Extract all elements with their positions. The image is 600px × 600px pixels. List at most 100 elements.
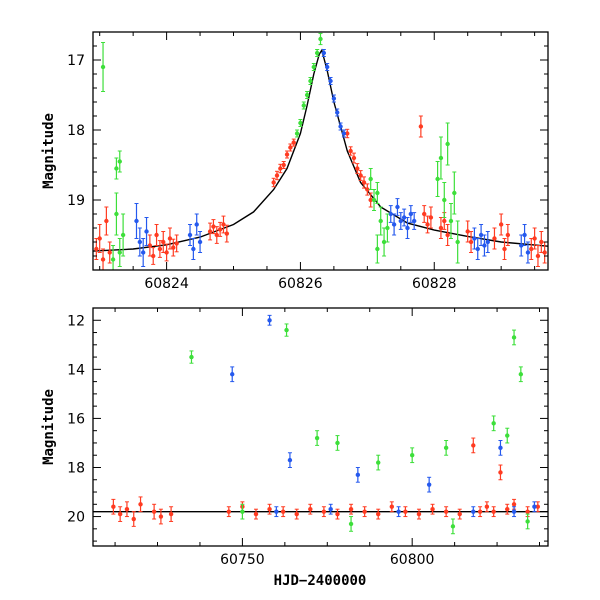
top-y-axis-label: Magnitude [41, 113, 57, 189]
top-data-point [207, 222, 213, 241]
top-data-point [438, 136, 444, 180]
top-data-point [358, 170, 363, 181]
top-data-point [174, 234, 179, 253]
top-data-point [345, 128, 350, 139]
top-plot-area [93, 32, 548, 270]
bottom-red-series [111, 437, 541, 527]
top-blue-series [134, 49, 531, 267]
bottom-data-point [168, 506, 174, 522]
top-data-point [171, 238, 176, 257]
bottom-data-point [284, 323, 289, 337]
bottom-y-tick-label: 20 [67, 510, 85, 526]
top-data-point [335, 108, 340, 117]
top-data-point [448, 203, 454, 239]
top-data-point [140, 238, 146, 267]
top-data-point [482, 234, 487, 257]
bottom-plot-frame [92, 307, 549, 547]
top-data-point [411, 212, 417, 230]
bottom-data-point [138, 496, 143, 513]
top-data-point [164, 243, 169, 262]
top-data-point [314, 49, 320, 57]
top-data-point [197, 231, 203, 253]
top-data-point [438, 217, 444, 239]
top-data-point [104, 206, 109, 236]
top-data-point [157, 240, 163, 258]
top-panel: 60824 60826 60828 17 18 19 Magnitude [41, 31, 549, 292]
top-data-point [301, 101, 306, 110]
top-y-tick-label: 18 [67, 123, 85, 139]
top-data-point [151, 247, 156, 265]
top-data-point [298, 119, 303, 127]
bottom-data-point [505, 427, 510, 444]
bottom-data-point [230, 366, 235, 383]
bottom-data-point [443, 439, 449, 456]
bottom-y-tick-label: 18 [67, 460, 85, 476]
bottom-data-point [111, 498, 116, 515]
top-data-point [465, 220, 470, 243]
top-data-point [502, 238, 507, 260]
bottom-data-point [511, 506, 517, 518]
bottom-data-point [491, 415, 496, 432]
top-data-point [321, 49, 327, 57]
top-data-point [395, 198, 400, 216]
top-data-point [391, 213, 397, 236]
bottom-data-point [253, 508, 259, 520]
top-data-point [442, 182, 447, 218]
bottom-data-point [355, 466, 361, 483]
top-data-point [375, 182, 380, 204]
top-data-point [375, 234, 380, 264]
top-data-point [291, 138, 296, 147]
bottom-y-tick-label: 14 [67, 362, 85, 378]
top-data-point [498, 213, 504, 236]
top-data-point [214, 226, 219, 244]
bottom-data-point [240, 503, 245, 520]
top-data-point [405, 217, 410, 239]
bottom-plot-area [93, 314, 548, 535]
top-data-point [120, 213, 126, 257]
top-data-point [114, 192, 119, 236]
bottom-data-point [348, 516, 354, 532]
top-data-point [331, 94, 337, 103]
top-data-point [445, 122, 450, 166]
top-data-point [525, 241, 531, 264]
bottom-data-point [335, 508, 340, 520]
bottom-x-tick-label: 60750 [220, 552, 265, 568]
bottom-data-point [443, 506, 449, 518]
bottom-data-point [376, 454, 381, 471]
top-model-curve [93, 48, 548, 252]
bottom-data-point [416, 508, 422, 520]
bottom-data-point [491, 506, 496, 518]
bottom-data-point [389, 501, 395, 513]
top-data-point [529, 238, 534, 260]
top-data-point [221, 215, 226, 234]
top-data-point [288, 143, 293, 152]
bottom-data-point [376, 508, 381, 520]
top-data-point [422, 205, 427, 223]
bottom-data-point [189, 350, 194, 364]
bottom-data-point [124, 501, 130, 518]
top-data-point [134, 203, 139, 239]
bottom-data-point [396, 506, 401, 518]
top-data-point [304, 91, 310, 99]
bottom-data-point [471, 437, 476, 454]
top-data-point [117, 238, 122, 267]
top-plot-frame [92, 31, 549, 271]
top-data-point [351, 152, 357, 164]
bottom-data-point [484, 501, 490, 513]
top-data-point [294, 129, 300, 138]
top-data-point [505, 224, 511, 246]
top-x-tick-label: 60826 [278, 276, 323, 292]
bottom-x-tick-label: 60800 [390, 552, 435, 568]
top-data-point [368, 192, 373, 208]
bottom-data-point [518, 366, 524, 383]
bottom-data-point [426, 476, 432, 493]
top-data-point [284, 150, 290, 159]
top-data-point [522, 224, 527, 246]
top-data-point [338, 122, 343, 131]
top-data-point [435, 161, 440, 197]
top-data-point [311, 63, 317, 71]
top-data-point [535, 245, 541, 267]
bottom-data-point [348, 503, 354, 515]
top-data-point [452, 171, 457, 215]
